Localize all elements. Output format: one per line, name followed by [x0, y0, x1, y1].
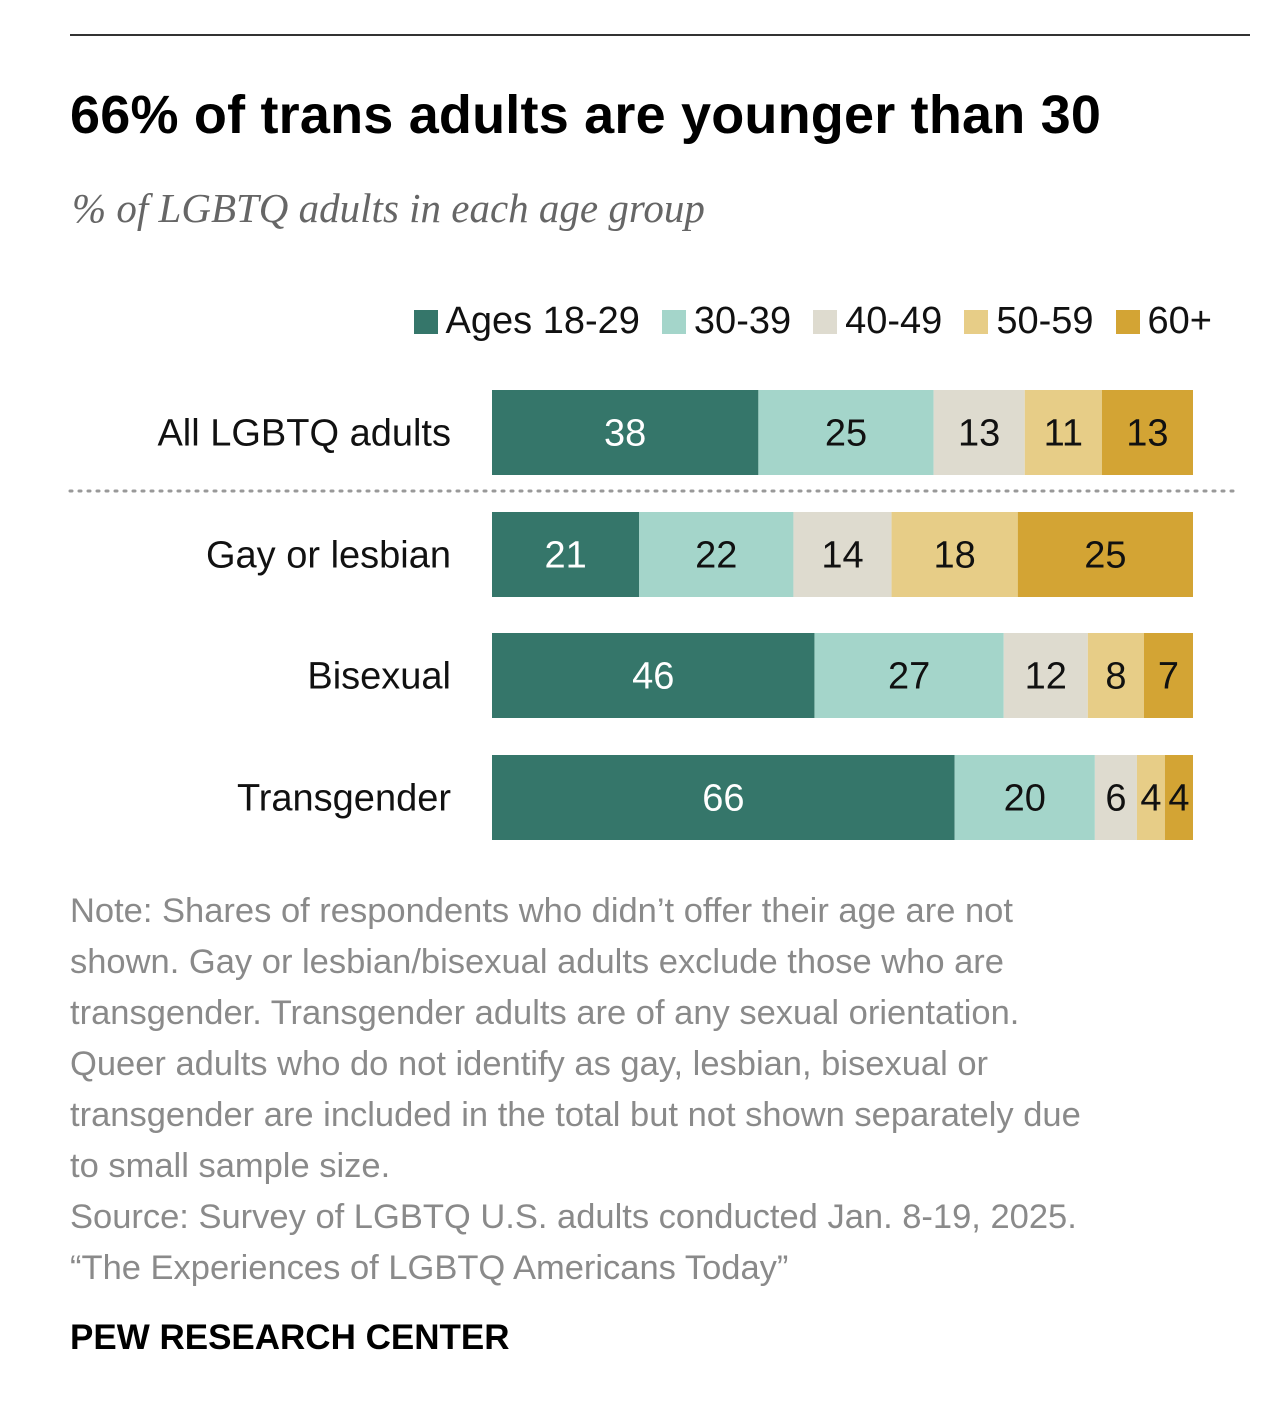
credit-logo-text: PEW RESEARCH CENTER	[70, 1318, 510, 1357]
bar-segment	[492, 633, 815, 718]
note-line: to small sample size.	[70, 1147, 391, 1185]
legend-swatch	[964, 309, 989, 334]
bar-segment	[758, 390, 934, 475]
note-line: transgender. Transgender adults are of a…	[70, 994, 1020, 1032]
source-report-line: “The Experiences of LGBTQ Americans Toda…	[70, 1249, 789, 1287]
bar-segment	[933, 390, 1025, 475]
notes: Note: Shares of respondents who didn’t o…	[70, 886, 1240, 1294]
data-label: 25	[1084, 535, 1126, 577]
data-label: 7	[1158, 656, 1179, 698]
legend-label: 30-39	[693, 300, 792, 342]
note-line: Queer adults who do not identify as gay,…	[70, 1045, 988, 1083]
legend-swatch	[661, 309, 686, 334]
chart-subtitle: % of LGBTQ adults in each age group	[72, 185, 705, 231]
bar-segment	[1094, 755, 1137, 840]
data-label: 22	[695, 535, 737, 577]
data-label: 27	[888, 656, 930, 698]
category-label: Transgender	[237, 778, 451, 820]
bar-segment	[954, 755, 1095, 840]
bar-segment	[1136, 755, 1165, 840]
legend-item-30-39: 30-39	[661, 300, 792, 343]
data-label: 21	[544, 535, 586, 577]
data-label: 4	[1168, 778, 1189, 820]
legend-label: Ages 18-29	[445, 300, 640, 342]
bar-segment	[639, 512, 794, 597]
bar-segment	[814, 633, 1004, 718]
category-label: Gay or lesbian	[206, 535, 451, 577]
bar-segment	[1143, 633, 1193, 718]
legend-label: 40-49	[845, 300, 943, 342]
legend-swatch	[1115, 309, 1140, 334]
data-label: 6	[1105, 778, 1126, 820]
data-label: 38	[604, 413, 646, 455]
bar-segment	[891, 512, 1018, 597]
source-line: Source: Survey of LGBTQ U.S. adults cond…	[70, 1198, 1077, 1236]
bar-segment	[492, 755, 955, 840]
data-label: 13	[1126, 413, 1168, 455]
legend-swatch	[413, 309, 438, 334]
bar-segment	[1087, 633, 1144, 718]
legend-label: 50-59	[996, 300, 1094, 342]
data-label: 11	[1044, 413, 1083, 455]
data-label: 18	[934, 535, 976, 577]
legend-item-ages-18-29: Ages 18-29	[413, 300, 640, 343]
legend-label: 60+	[1147, 300, 1212, 342]
data-label: 12	[1025, 656, 1067, 698]
bar-segment	[1017, 512, 1193, 597]
data-label: 66	[702, 778, 744, 820]
note-line: shown. Gay or lesbian/bisexual adults ex…	[70, 943, 1004, 981]
bar-segment	[492, 512, 640, 597]
data-label: 13	[958, 413, 1000, 455]
bar-segment	[1101, 390, 1193, 475]
data-label: 46	[632, 656, 674, 698]
chart-title: 66% of trans adults are younger than 30	[70, 85, 1102, 145]
data-label: 20	[1004, 778, 1046, 820]
data-label: 4	[1140, 778, 1161, 820]
bar-segment	[1024, 390, 1102, 475]
bar-segment	[793, 512, 892, 597]
category-label: All LGBTQ adults	[157, 413, 451, 455]
note-line: transgender are included in the total bu…	[70, 1096, 1081, 1134]
bar-segment	[1164, 755, 1193, 840]
data-label: 14	[821, 535, 863, 577]
data-label: 25	[825, 413, 867, 455]
top-rule	[70, 34, 1250, 36]
legend: Ages 18-29 30-39 40-49 50-59 60+	[413, 300, 1212, 343]
data-label: 8	[1105, 656, 1126, 698]
note-line: Note: Shares of respondents who didn’t o…	[70, 892, 1013, 930]
category-label: Bisexual	[307, 656, 451, 698]
bar-segment	[492, 390, 759, 475]
legend-item-50-59: 50-59	[964, 300, 1094, 343]
legend-item-60-plus: 60+	[1115, 300, 1212, 343]
bar-segment	[1003, 633, 1088, 718]
legend-item-40-49: 40-49	[813, 300, 942, 343]
legend-swatch	[813, 309, 838, 334]
